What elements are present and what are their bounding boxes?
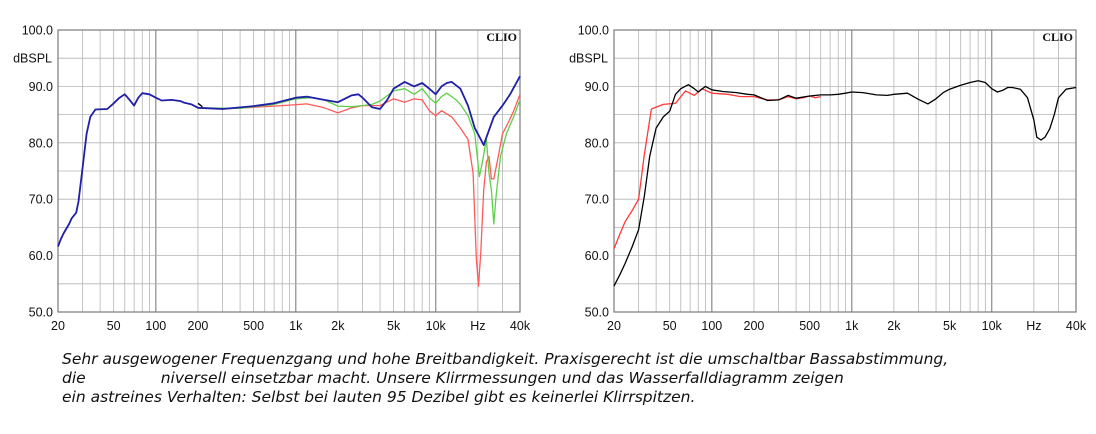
x-tick-label: 200 [744, 319, 765, 333]
x-tick-label: 50 [663, 319, 677, 333]
x-tick-label: 1k [289, 319, 303, 333]
y-tick-label: 60.0 [29, 249, 53, 263]
x-tick-label: 5k [387, 319, 401, 333]
x-tick-label: 2k [331, 319, 345, 333]
caption-line-3: ein astreines Verhalten: Selbst bei laut… [62, 388, 696, 406]
caption: Sehr ausgewogener Frequenzgang und hohe … [62, 350, 1062, 407]
y-tick-label: 70.0 [29, 193, 53, 207]
y-tick-label: 90.0 [29, 80, 53, 94]
x-tick-label: 20 [51, 319, 65, 333]
chart-svg: 100.0 90.0 80.0 70.0 60.0 50.0 dBSPL 20 50 100 200… [569, 24, 1087, 334]
x-tick-label: 2k [887, 319, 901, 333]
y-tick-label: 60.0 [585, 249, 609, 263]
x-tick-label: 500 [243, 319, 264, 333]
frequency-response-chart: 100.0 90.0 80.0 70.0 60.0 50.0 dBSPL 20 50 100 200… [0, 0, 540, 340]
x-tick-label: Hz [470, 319, 485, 333]
x-tick-label: 1k [845, 319, 859, 333]
y-tick-label: 100.0 [578, 24, 609, 38]
x-tick-label: 40k [1066, 319, 1087, 333]
x-tick-label: 10k [982, 319, 1003, 333]
y-tick-label: 50.0 [29, 306, 53, 320]
series-line-1 [197, 88, 521, 225]
x-tick-label: 100 [145, 319, 166, 333]
series-line-0 [197, 94, 521, 287]
series-line-1 [613, 80, 1077, 287]
y-tick-label: 100.0 [22, 24, 53, 38]
caption-line-1: Sehr ausgewogener Frequenzgang und hohe … [62, 350, 949, 368]
chart-svg: 100.0 90.0 80.0 70.0 60.0 50.0 dBSPL 20 50 100 200… [13, 24, 531, 334]
distortion-response-chart: 100.0 90.0 80.0 70.0 60.0 50.0 dBSPL 20 50 100 200… [556, 0, 1096, 340]
plot-border [613, 29, 1077, 313]
x-tick-label: 20 [607, 319, 621, 333]
plot-border [57, 29, 521, 313]
caption-line-2-end: niversell einsetzbar macht. Unsere Klirr… [160, 369, 844, 387]
caption-line-2: die niversell einsetzbar macht. Unsere Kl… [62, 369, 1062, 388]
x-tick-label: 10k [426, 319, 447, 333]
series-line-2 [197, 102, 203, 108]
x-tick-label: 200 [188, 319, 209, 333]
y-tick-label: 50.0 [585, 306, 609, 320]
clio-brand-label: CLIO [486, 30, 517, 44]
x-tick-label: 500 [799, 319, 820, 333]
x-tick-label: 100 [701, 319, 722, 333]
y-axis-label: dBSPL [13, 52, 52, 66]
caption-line-2-start: die [62, 369, 86, 387]
x-tick-label: 5k [943, 319, 957, 333]
y-tick-label: 70.0 [585, 193, 609, 207]
x-tick-label: Hz [1026, 319, 1041, 333]
x-tick-label: 50 [107, 319, 121, 333]
y-tick-label: 90.0 [585, 80, 609, 94]
series-line-3 [57, 75, 521, 247]
clio-brand-label: CLIO [1042, 30, 1073, 44]
y-tick-label: 80.0 [29, 136, 53, 150]
y-tick-label: 80.0 [585, 136, 609, 150]
y-axis-label: dBSPL [569, 52, 608, 66]
x-tick-label: 40k [510, 319, 531, 333]
